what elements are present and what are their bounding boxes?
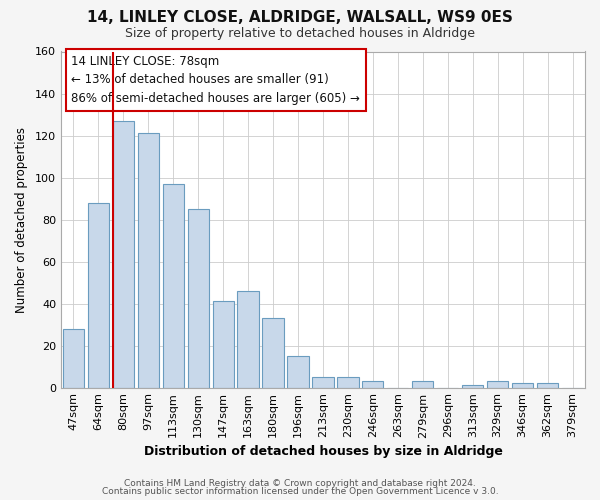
Bar: [287, 356, 308, 388]
Bar: [63, 329, 84, 388]
Bar: [487, 382, 508, 388]
Bar: [512, 384, 533, 388]
Bar: [163, 184, 184, 388]
Bar: [337, 377, 359, 388]
Bar: [88, 202, 109, 388]
Text: 14, LINLEY CLOSE, ALDRIDGE, WALSALL, WS9 0ES: 14, LINLEY CLOSE, ALDRIDGE, WALSALL, WS9…: [87, 10, 513, 25]
Bar: [362, 382, 383, 388]
Bar: [462, 386, 484, 388]
Bar: [188, 209, 209, 388]
Bar: [212, 302, 234, 388]
Text: Contains HM Land Registry data © Crown copyright and database right 2024.: Contains HM Land Registry data © Crown c…: [124, 478, 476, 488]
Bar: [137, 134, 159, 388]
Bar: [113, 121, 134, 388]
Y-axis label: Number of detached properties: Number of detached properties: [15, 126, 28, 312]
Text: 14 LINLEY CLOSE: 78sqm
← 13% of detached houses are smaller (91)
86% of semi-det: 14 LINLEY CLOSE: 78sqm ← 13% of detached…: [71, 55, 360, 105]
X-axis label: Distribution of detached houses by size in Aldridge: Distribution of detached houses by size …: [143, 444, 502, 458]
Bar: [313, 377, 334, 388]
Text: Contains public sector information licensed under the Open Government Licence v : Contains public sector information licen…: [101, 487, 499, 496]
Text: Size of property relative to detached houses in Aldridge: Size of property relative to detached ho…: [125, 28, 475, 40]
Bar: [262, 318, 284, 388]
Bar: [412, 382, 433, 388]
Bar: [238, 291, 259, 388]
Bar: [537, 384, 558, 388]
